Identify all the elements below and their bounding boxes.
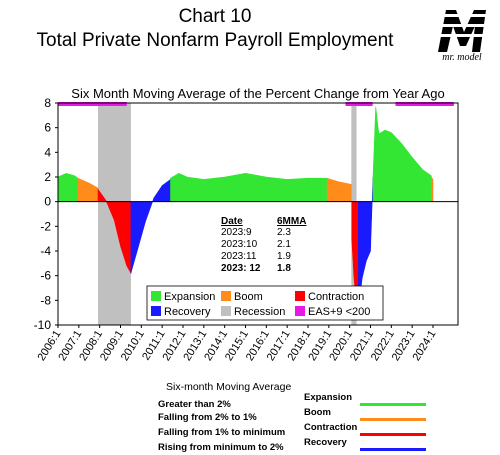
legend-label-eas: EAS+9 <200: [308, 306, 370, 318]
table-header-value: 6MMA: [277, 216, 306, 227]
y-tick-label: 0: [44, 195, 51, 209]
y-tick-label: -8: [40, 293, 51, 307]
chart-title-line2: Total Private Nonfarm Payroll Employment: [36, 30, 394, 51]
bottom-legend-desc-contraction: Falling from 1% to minimum: [158, 427, 286, 438]
logo-text: mr. model: [442, 52, 482, 63]
table-cell-date: 2023: 12: [221, 263, 261, 274]
area-boom-9: [431, 176, 434, 202]
table-cell-value: 2.1: [277, 239, 291, 250]
table-cell-value: 1.9: [277, 251, 291, 262]
y-tick-label: 2: [44, 170, 51, 184]
bottom-legend-line-recovery: [360, 448, 426, 451]
legend-label-expansion: Expansion: [164, 291, 215, 303]
legend-label-boom: Boom: [234, 291, 263, 303]
bottom-legend-name-recovery: Recovery: [304, 437, 347, 448]
bottom-legend-title: Six-month Moving Average: [166, 381, 292, 393]
legend-swatch-expansion: [151, 291, 161, 301]
legend-label-recession: Recession: [234, 306, 285, 318]
table-cell-value: 2.3: [277, 227, 291, 238]
table-cell-date: 2023:9: [221, 227, 252, 238]
legend-box: [146, 285, 384, 321]
y-tick-label: 4: [44, 145, 51, 159]
bottom-legend-desc-boom: Falling from 2% to 1%: [158, 412, 257, 423]
table-cell-date: 2023:10: [221, 239, 258, 250]
bottom-legend-name-expansion: Expansion: [304, 392, 353, 403]
eas-bar-1: [345, 102, 373, 106]
legend-swatch-recession: [221, 306, 231, 316]
chart-title-line1: Chart 10: [178, 6, 252, 27]
table-header-date: Date: [221, 216, 243, 227]
bottom-legend-name-boom: Boom: [304, 407, 331, 418]
table-cell-value: 1.8: [277, 263, 291, 274]
legend-swatch-recovery: [151, 306, 161, 316]
bottom-legend-line-boom: [360, 418, 426, 421]
eas-bar-2: [395, 102, 454, 106]
bottom-legend-name-contraction: Contraction: [304, 422, 358, 433]
y-tick-label: -6: [40, 269, 51, 283]
bottom-legend-desc-recovery: Rising from minimum to 2%: [158, 442, 284, 453]
plot-frame: [57, 102, 459, 326]
legend-swatch-contraction: [295, 291, 305, 301]
eas-bar-0: [58, 102, 127, 106]
bottom-legend-line-expansion: [360, 403, 426, 406]
legend-swatch-eas: [295, 306, 305, 316]
table-cell-date: 2023:11: [221, 251, 257, 262]
legend-swatch-boom: [221, 291, 231, 301]
y-tick-label: 6: [44, 121, 51, 135]
area-expansion-0: [57, 172, 79, 202]
y-tick-label: -4: [40, 244, 51, 258]
mr-model-logo-icon: [434, 10, 494, 52]
y-tick-label: -10: [34, 318, 52, 332]
bottom-legend-line-contraction: [360, 433, 426, 436]
y-tick-label: 8: [44, 96, 51, 110]
payroll-chart: 86420-2-4-6-8-102006:12007:12008:12009:1…: [34, 96, 459, 363]
bottom-legend-desc-expansion: Greater than 2%: [158, 399, 231, 410]
legend-label-recovery: Recovery: [164, 306, 211, 318]
legend-label-contraction: Contraction: [308, 291, 364, 303]
chart-subtitle: Six Month Moving Average of the Percent …: [71, 86, 445, 101]
y-tick-label: -2: [40, 219, 51, 233]
